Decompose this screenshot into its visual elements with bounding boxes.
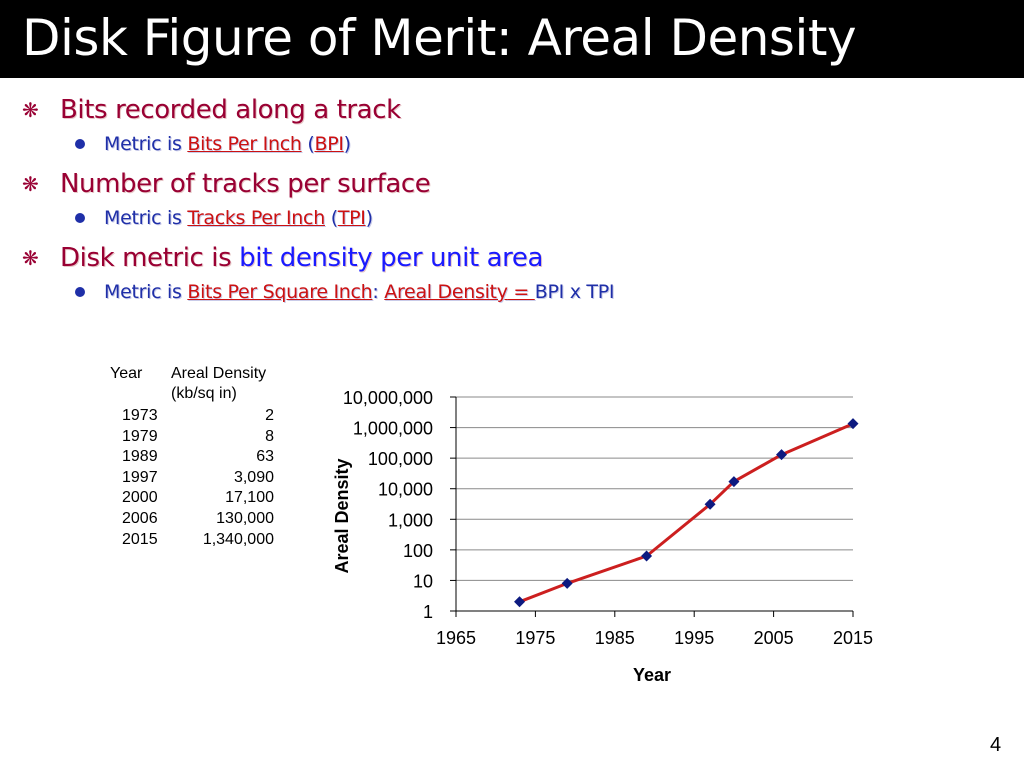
bullet-2: ❋ Number of tracks per surface — [0, 166, 1024, 202]
data-point-marker — [514, 596, 526, 608]
y-tick-label: 1,000 — [388, 510, 433, 530]
y-tick-label: 1,000,000 — [353, 419, 433, 439]
table-header-density: Areal Density — [171, 365, 267, 382]
data-point-marker — [641, 550, 653, 562]
table-year-cell: 2000 — [122, 489, 158, 507]
bullet-3-emphasis: bit density per unit area — [239, 243, 543, 273]
chart-axes — [450, 396, 854, 617]
dot-bullet-icon — [75, 139, 85, 149]
asterisk-bullet-icon: ❋ — [22, 172, 39, 196]
table-header-year: Year — [110, 365, 143, 382]
title-bar: Disk Figure of Merit: Areal Density — [0, 0, 1024, 78]
sub-bullet-1: Metric is Bits Per Inch (BPI) — [0, 128, 1024, 166]
y-tick-label: 1 — [423, 602, 433, 622]
bits-per-square-inch-link[interactable]: Bits Per Square Inch — [187, 281, 373, 303]
chart-series — [514, 418, 859, 608]
chart-tick-labels: 1 10 100 1,000 10,000 100,000 1,000,000 10,000,… — [343, 388, 873, 648]
x-tick-label: 2015 — [833, 628, 873, 648]
bpi-abbr-link[interactable]: BPI — [314, 133, 344, 155]
table-year-cell: 2006 — [122, 510, 158, 527]
bpi-term-link[interactable]: Bits Per Inch — [187, 133, 302, 155]
y-tick-label: 100,000 — [368, 449, 433, 469]
bullet-3-text: Disk metric is bit density per unit area — [60, 243, 543, 273]
x-tick-label: 1965 — [436, 628, 476, 648]
data-point-marker — [776, 449, 788, 461]
data-point-marker — [561, 577, 573, 589]
areal-density-line — [518, 422, 854, 604]
tpi-term-link[interactable]: Tracks Per Inch — [187, 207, 325, 229]
sub-bullet-3: Metric is Bits Per Square Inch: Areal De… — [0, 276, 1024, 314]
dot-bullet-icon — [75, 287, 85, 297]
data-point-marker — [704, 498, 716, 510]
y-tick-label: 10,000,000 — [343, 388, 433, 408]
y-axis-label: Areal Density — [332, 458, 352, 573]
y-tick-label: 10 — [413, 571, 433, 591]
table-year-cell: 1989 — [122, 448, 158, 466]
table-header-units: (kb/sq in) — [171, 385, 237, 402]
bullet-1-text: Bits recorded along a track — [60, 95, 401, 125]
x-tick-label: 1975 — [515, 628, 555, 648]
table-year-cell: 1997 — [122, 468, 158, 486]
slide-title: Disk Figure of Merit: Areal Density — [22, 9, 857, 67]
bullet-3: ❋ Disk metric is bit density per unit ar… — [0, 240, 1024, 276]
asterisk-bullet-icon: ❋ — [22, 246, 39, 270]
sub-bullet-2-text: Metric is Tracks Per Inch (TPI) — [104, 207, 373, 229]
bullet-list: ❋ Bits recorded along a track Metric is … — [0, 92, 1024, 314]
table-year-cell: 1979 — [122, 427, 158, 445]
chart-gridlines — [456, 396, 853, 581]
x-tick-label: 1985 — [595, 628, 635, 648]
bullet-2-text: Number of tracks per surface — [60, 169, 431, 199]
y-tick-label: 100 — [403, 541, 433, 561]
areal-density-link[interactable]: Areal Density — [384, 281, 508, 303]
x-axis-label: Year — [633, 665, 671, 685]
tpi-abbr-link[interactable]: TPI — [337, 207, 366, 229]
x-tick-label: 1995 — [674, 628, 714, 648]
bullet-1: ❋ Bits recorded along a track — [0, 92, 1024, 128]
sub-bullet-2: Metric is Tracks Per Inch (TPI) — [0, 202, 1024, 240]
page-number: 4 — [990, 734, 1002, 756]
y-tick-label: 10,000 — [378, 480, 433, 500]
table-density-cell: 63 — [256, 448, 274, 466]
table-density-cell: 3,090 — [233, 468, 274, 486]
table-year-cell: 2015 — [122, 530, 158, 548]
dot-bullet-icon — [75, 213, 85, 223]
data-point-marker — [847, 418, 859, 430]
table-density-cell: 17,100 — [225, 489, 274, 507]
table-density-cell: 1,340,000 — [202, 530, 274, 548]
sub-bullet-1-text: Metric is Bits Per Inch (BPI) — [104, 133, 351, 155]
table-density-cell: 8 — [265, 427, 274, 445]
x-tick-label: 2005 — [754, 628, 794, 648]
sub-bullet-3-text: Metric is Bits Per Square Inch: Areal De… — [104, 281, 615, 303]
table-year-cell: 1973 — [122, 407, 158, 424]
asterisk-bullet-icon: ❋ — [22, 98, 39, 122]
table-density-cell: 2 — [265, 407, 274, 424]
data-point-marker — [728, 476, 740, 488]
table-density-cell: 130,000 — [216, 510, 274, 527]
